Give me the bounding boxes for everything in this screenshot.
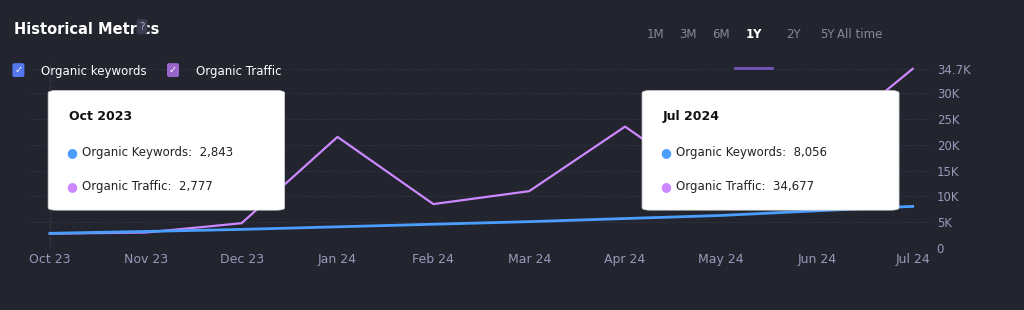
Text: ?: ? [139,22,144,32]
Text: ✓: ✓ [14,65,23,75]
Text: Organic Keywords:  8,056: Organic Keywords: 8,056 [676,146,826,159]
Text: Organic keywords: Organic keywords [41,65,146,78]
Text: ✓: ✓ [169,65,177,75]
Text: 2Y: 2Y [786,28,801,41]
Text: Organic Keywords:  2,843: Organic Keywords: 2,843 [82,146,233,159]
Text: 5Y: 5Y [820,28,835,41]
Text: 1Y: 1Y [745,28,762,41]
Text: 1M: 1M [646,28,665,41]
Text: Organic Traffic:  2,777: Organic Traffic: 2,777 [82,180,213,193]
Text: ●: ● [67,180,78,193]
Text: Organic Traffic:  34,677: Organic Traffic: 34,677 [676,180,814,193]
Text: Historical Metrics: Historical Metrics [14,22,160,37]
Text: Oct 2023: Oct 2023 [69,110,132,123]
Text: Organic Traffic: Organic Traffic [196,65,281,78]
Text: All time: All time [838,28,883,41]
Text: 3M: 3M [679,28,697,41]
Text: Jul 2024: Jul 2024 [663,110,720,123]
Text: ●: ● [660,180,672,193]
Text: ●: ● [660,146,672,159]
Text: 6M: 6M [712,28,730,41]
Text: ●: ● [67,146,78,159]
